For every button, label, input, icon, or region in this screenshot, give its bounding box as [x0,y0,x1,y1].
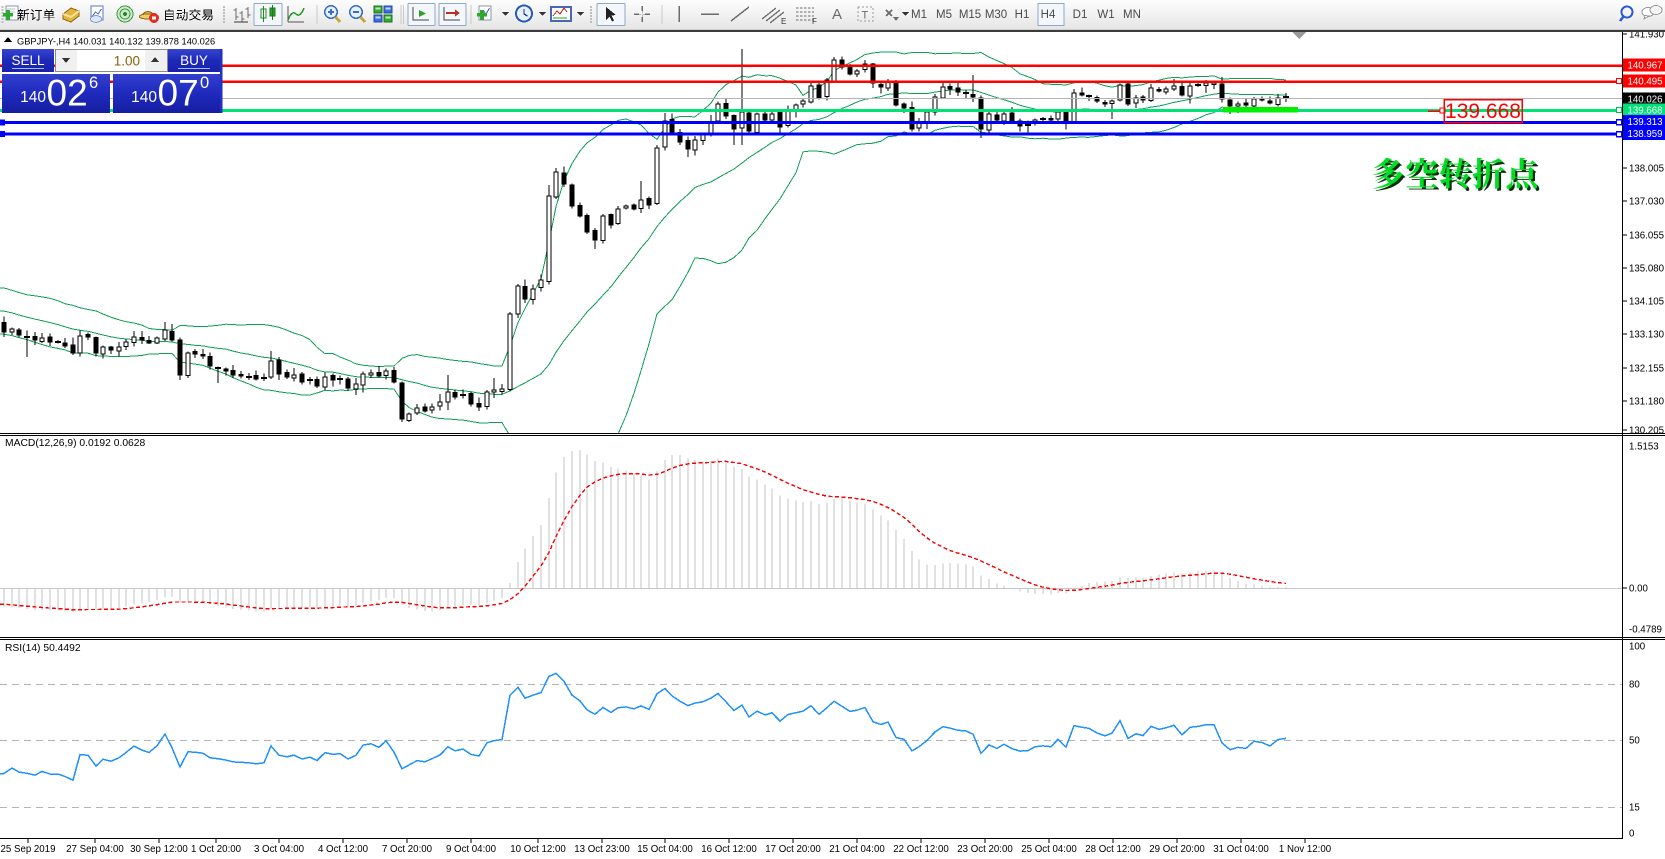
svg-text:W1: W1 [1097,9,1114,21]
svg-text:MN: MN [1123,9,1141,21]
svg-text:130.205: 130.205 [1629,426,1664,437]
svg-text:22 Oct 12:00: 22 Oct 12:00 [893,844,949,855]
svg-text:RSI(14) 50.4492: RSI(14) 50.4492 [5,643,81,654]
svg-text:1.5153: 1.5153 [1629,442,1659,453]
svg-text:1.00: 1.00 [114,54,140,69]
svg-text:100: 100 [1629,642,1646,653]
svg-text:25 Sep 2019: 25 Sep 2019 [1,844,56,855]
svg-text:D1: D1 [1073,9,1088,21]
svg-text:138.005: 138.005 [1629,164,1664,175]
svg-text:9 Oct 04:00: 9 Oct 04:00 [446,844,497,855]
svg-text:25 Oct 04:00: 25 Oct 04:00 [1021,844,1077,855]
svg-text:29 Oct 20:00: 29 Oct 20:00 [1149,844,1205,855]
svg-text:M5: M5 [936,9,952,21]
svg-text:M1: M1 [911,9,927,21]
svg-text:MACD(12,26,9) 0.0192 0.0628: MACD(12,26,9) 0.0192 0.0628 [5,438,146,449]
svg-text:T: T [862,10,869,22]
svg-text:139.668: 139.668 [1445,100,1521,123]
svg-text:30 Sep 12:00: 30 Sep 12:00 [130,844,188,855]
svg-text:132.155: 132.155 [1629,364,1664,375]
svg-text:0: 0 [200,74,209,92]
svg-text:23 Oct 20:00: 23 Oct 20:00 [957,844,1013,855]
svg-text:15 Oct 04:00: 15 Oct 04:00 [637,844,693,855]
svg-text:140: 140 [20,89,46,106]
svg-text:140.967: 140.967 [1628,61,1663,72]
svg-text:10 Oct 12:00: 10 Oct 12:00 [510,844,566,855]
svg-text:-0.4789: -0.4789 [1629,625,1662,636]
svg-text:07: 07 [158,73,199,114]
svg-text:31 Oct 04:00: 31 Oct 04:00 [1213,844,1269,855]
svg-text:140.026: 140.026 [1628,95,1663,106]
svg-text:SELL: SELL [11,53,45,68]
svg-text:138.959: 138.959 [1628,129,1663,140]
svg-text:136.055: 136.055 [1629,231,1664,242]
svg-text:0.00: 0.00 [1629,584,1648,595]
svg-text:134.105: 134.105 [1629,297,1664,308]
svg-text:139.668: 139.668 [1628,106,1663,117]
svg-text:H4: H4 [1041,9,1056,21]
svg-text:M30: M30 [985,9,1007,21]
svg-text:3 Oct 04:00: 3 Oct 04:00 [254,844,305,855]
svg-text:27 Sep 04:00: 27 Sep 04:00 [66,844,124,855]
svg-text:137.030: 137.030 [1629,197,1665,208]
svg-text:21 Oct 04:00: 21 Oct 04:00 [829,844,885,855]
svg-text:M15: M15 [959,9,981,21]
svg-text:16 Oct 12:00: 16 Oct 12:00 [701,844,757,855]
svg-text:0: 0 [1629,829,1635,840]
svg-text:17 Oct 20:00: 17 Oct 20:00 [765,844,821,855]
svg-text:131.180: 131.180 [1629,397,1665,408]
svg-text:E: E [781,17,786,26]
svg-text:50: 50 [1629,736,1640,747]
svg-text:02: 02 [47,73,88,114]
svg-text:F: F [812,17,817,26]
svg-text:6: 6 [89,74,98,92]
svg-text:140: 140 [131,89,157,106]
svg-text:A: A [832,6,842,23]
svg-text:80: 80 [1629,680,1640,691]
svg-text:13 Oct 23:00: 13 Oct 23:00 [574,844,630,855]
svg-text:1 Oct 20:00: 1 Oct 20:00 [191,844,242,855]
svg-text:140.495: 140.495 [1628,77,1663,88]
svg-text:H1: H1 [1015,9,1030,21]
svg-text:15: 15 [1629,803,1640,814]
svg-text:135.080: 135.080 [1629,264,1665,275]
svg-text:133.130: 133.130 [1629,330,1665,341]
svg-text:1 Nov 12:00: 1 Nov 12:00 [1279,844,1332,855]
svg-text:BUY: BUY [180,53,208,68]
svg-text:141.930: 141.930 [1629,30,1665,41]
svg-text:7 Oct 20:00: 7 Oct 20:00 [382,844,433,855]
svg-text:4 Oct 12:00: 4 Oct 12:00 [318,844,369,855]
svg-text:139.313: 139.313 [1628,117,1663,128]
svg-text:28 Oct 12:00: 28 Oct 12:00 [1085,844,1141,855]
svg-text:GBPJPY-,H4 140.031 140.132 13: GBPJPY-,H4 140.031 140.132 139.878 140.0… [17,37,215,47]
